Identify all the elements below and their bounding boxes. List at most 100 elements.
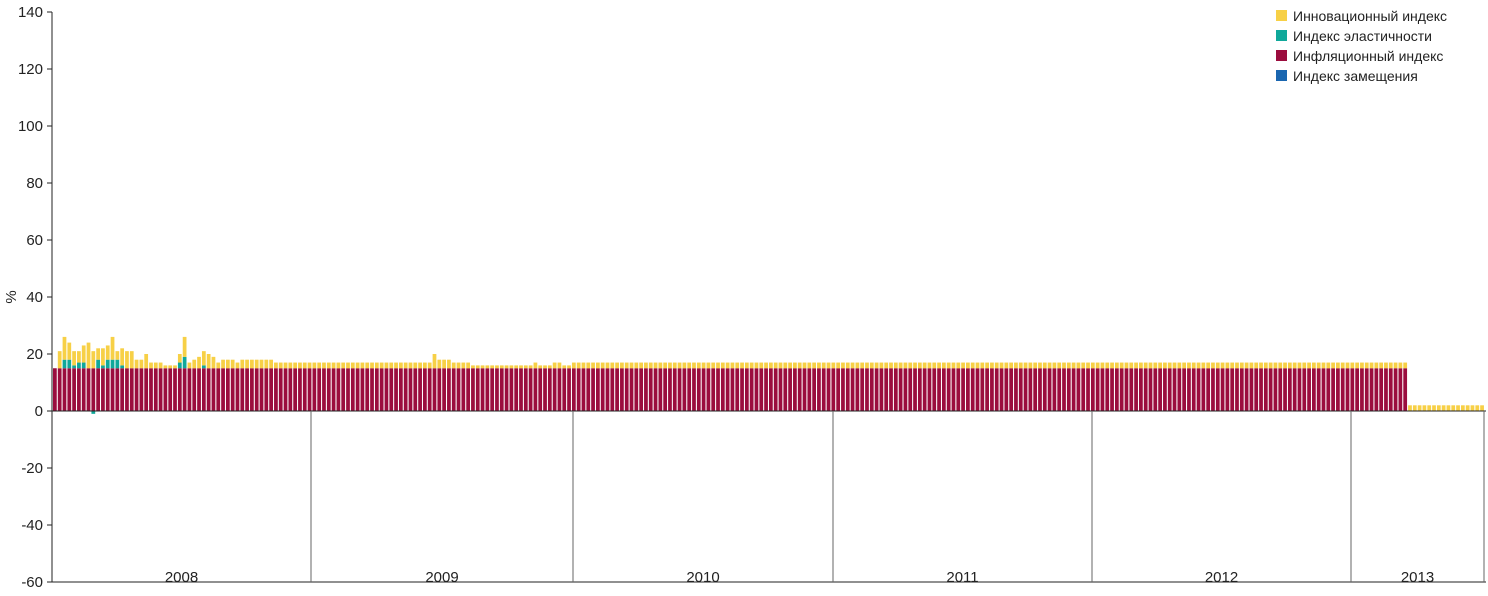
bar-segment <box>571 362 576 369</box>
bar-segment <box>663 362 668 369</box>
bar-segment <box>1316 368 1321 411</box>
bar-segment <box>725 368 730 411</box>
bar-segment <box>1331 362 1335 369</box>
bar-segment <box>302 368 307 411</box>
bar-segment <box>1014 368 1018 411</box>
bar-segment <box>360 362 365 369</box>
bar-segment <box>701 368 706 411</box>
bar-segment <box>1244 368 1249 411</box>
bar-segment <box>1273 368 1278 411</box>
bar-segment <box>394 362 398 369</box>
bar-segment <box>605 368 610 411</box>
bar-segment <box>1432 405 1436 411</box>
bar-segment <box>1167 368 1172 411</box>
bar-segment <box>403 368 408 411</box>
bar-segment <box>966 362 970 369</box>
bar-segment <box>1292 362 1297 369</box>
bar-segment <box>509 368 514 411</box>
bar-segment <box>293 368 298 411</box>
bar-segment <box>1312 362 1316 369</box>
bar-segment <box>120 368 125 411</box>
bar-segment <box>1187 368 1191 411</box>
bar-segment <box>624 362 629 369</box>
bar-segment <box>1153 362 1158 369</box>
bar-segment <box>1350 368 1355 411</box>
bar-segment <box>168 365 173 369</box>
bar-segment <box>408 362 413 369</box>
bar-segment <box>1460 405 1465 411</box>
bar-segment <box>101 365 105 369</box>
bar-segment <box>1100 362 1105 369</box>
bar-segment <box>1028 368 1033 411</box>
y-tick-label: 140 <box>18 4 43 21</box>
bar-segment <box>120 348 125 366</box>
bar-segment <box>735 362 740 369</box>
bar-segment <box>600 368 605 411</box>
y-tick-label: -40 <box>21 517 43 534</box>
bar-segment <box>1158 362 1162 369</box>
bar-segment <box>519 368 523 411</box>
bar-segment <box>927 362 932 369</box>
bar-segment <box>1191 368 1196 411</box>
bar-segment <box>999 362 1004 369</box>
bar-segment <box>817 368 821 411</box>
bar-segment <box>221 359 225 369</box>
bar-segment <box>1408 405 1412 411</box>
bar-segment <box>946 362 951 369</box>
bar-segment <box>1163 368 1167 411</box>
y-tick-label: 20 <box>26 346 43 363</box>
bar-segment <box>672 368 677 411</box>
bar-segment <box>730 362 735 369</box>
bar-segment <box>495 365 499 369</box>
bar-segment <box>283 362 288 369</box>
bar-segment <box>1369 368 1374 411</box>
bar-segment <box>134 368 139 411</box>
bar-segment <box>663 368 668 411</box>
bar-segment <box>769 362 773 369</box>
bar-segment <box>177 354 182 363</box>
bar-segment <box>874 362 879 369</box>
bar-segment <box>105 368 110 411</box>
bar-segment <box>1148 362 1153 369</box>
bar-segment <box>230 359 235 369</box>
bar-segment <box>1076 368 1081 411</box>
bar-segment <box>898 368 903 411</box>
bar-segment <box>879 362 884 369</box>
bar-segment <box>350 368 355 411</box>
bar-segment <box>543 368 547 411</box>
bar-segment <box>77 362 81 369</box>
bar-segment <box>937 362 941 369</box>
bar-segment <box>668 362 672 369</box>
y-axis-label: % <box>3 290 20 303</box>
bar-segment <box>648 362 653 369</box>
bar-segment <box>423 368 427 411</box>
bar-segment <box>312 362 317 369</box>
bar-segment <box>807 362 812 369</box>
bar-segment <box>1187 362 1191 369</box>
bar-segment <box>115 368 120 411</box>
bar-segment <box>1388 368 1393 411</box>
bar-segment <box>1042 362 1047 369</box>
bar-segment <box>961 362 965 369</box>
bar-segment <box>1307 362 1311 369</box>
bar-segment <box>523 368 528 411</box>
bar-segment <box>1316 362 1321 369</box>
bar-segment <box>687 368 692 411</box>
bar-segment <box>682 362 687 369</box>
bar-segment <box>1475 405 1480 411</box>
bar-segment <box>499 368 504 411</box>
bar-segment <box>1182 368 1187 411</box>
legend: Инновационный индекс Индекс эластичности И… <box>1276 8 1447 84</box>
bar-segment <box>913 362 917 369</box>
bar-segment <box>1206 362 1211 369</box>
bar-segment <box>302 362 307 369</box>
bar-segment <box>1023 368 1028 411</box>
bar-segment <box>1153 368 1158 411</box>
bar-segment <box>1052 362 1057 369</box>
bar-segment <box>1042 368 1047 411</box>
bar-segment <box>62 336 67 360</box>
bar-segment <box>274 368 278 411</box>
bar-segment <box>893 362 898 369</box>
bar-segment <box>125 351 129 369</box>
bar-segment <box>831 362 836 369</box>
